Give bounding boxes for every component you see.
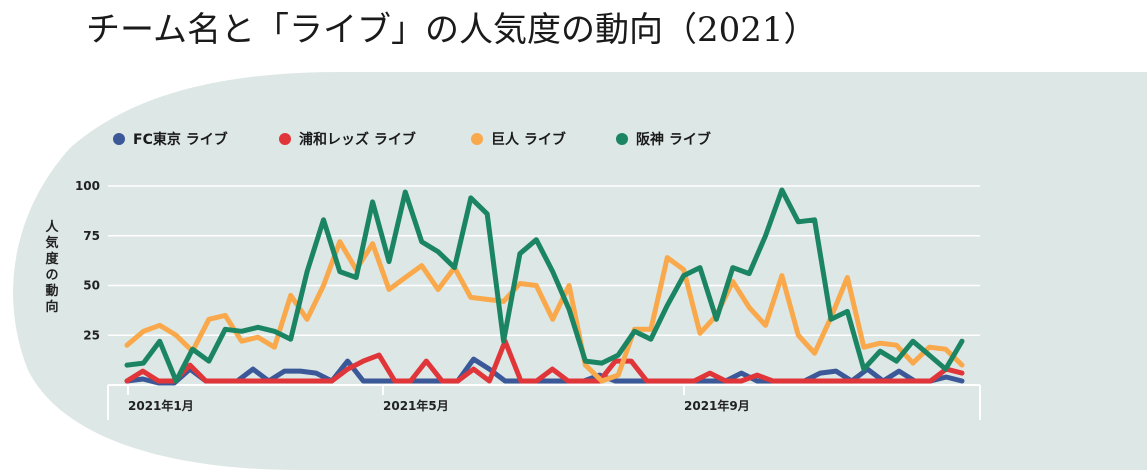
y-tick-label: 25 xyxy=(83,328,100,342)
y-axis-label: 人気度の動向 xyxy=(45,219,59,315)
chart-title: チーム名と「ライブ」の人気度の動向（2021） xyxy=(86,10,818,50)
legend-label: 巨人 ライブ xyxy=(491,131,566,148)
grid: 25 50 75 100 xyxy=(75,179,980,342)
y-tick-label: 100 xyxy=(75,179,100,193)
y-tick-label: 50 xyxy=(83,279,100,293)
legend-marker xyxy=(616,133,628,145)
series-line-3 xyxy=(124,187,965,384)
series-line-1 xyxy=(124,338,965,384)
legend-label: 阪神 ライブ xyxy=(636,131,711,148)
series-lines xyxy=(124,187,965,386)
legend-marker xyxy=(113,133,125,145)
legend-label: 浦和レッズ ライブ xyxy=(299,131,416,148)
x-tick-label: 2021年5月 xyxy=(383,398,449,413)
y-tick-label: 75 xyxy=(83,229,100,243)
axes: 2021年1月 2021年5月 2021年9月 xyxy=(107,384,981,420)
legend: FC東京 ライブ 浦和レッズ ライブ 巨人 ライブ 阪神 ライブ xyxy=(113,131,711,148)
series-line-2 xyxy=(124,239,965,384)
legend-label: FC東京 ライブ xyxy=(133,131,228,148)
x-tick-label: 2021年1月 xyxy=(128,398,194,413)
x-tick-label: 2021年9月 xyxy=(684,398,750,413)
legend-marker xyxy=(471,133,483,145)
legend-marker xyxy=(279,133,291,145)
